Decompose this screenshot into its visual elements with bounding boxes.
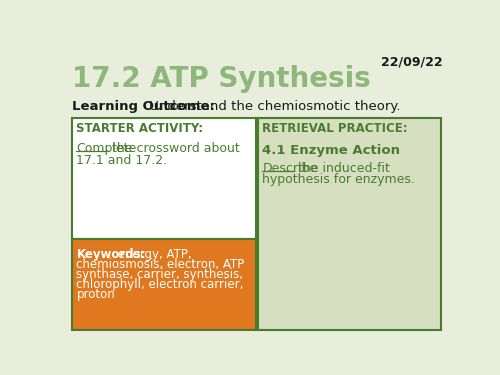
Text: Describe: Describe bbox=[262, 162, 318, 175]
Text: 17.1 and 17.2.: 17.1 and 17.2. bbox=[76, 154, 168, 167]
Text: the induced-fit: the induced-fit bbox=[294, 162, 390, 175]
Text: the crossword about: the crossword about bbox=[108, 142, 240, 156]
Text: Learning Outcome:: Learning Outcome: bbox=[72, 100, 215, 113]
Text: energy, ATP,: energy, ATP, bbox=[114, 248, 192, 261]
Bar bbox=[258, 118, 440, 330]
Text: Complete: Complete bbox=[76, 142, 136, 156]
Text: Understand the chemiosmotic theory.: Understand the chemiosmotic theory. bbox=[144, 100, 400, 113]
Text: STARTER ACTIVITY:: STARTER ACTIVITY: bbox=[76, 122, 204, 135]
Text: 17.2 ATP Synthesis: 17.2 ATP Synthesis bbox=[72, 65, 370, 93]
Bar bbox=[72, 118, 256, 239]
Text: proton: proton bbox=[76, 288, 115, 301]
Bar bbox=[72, 239, 256, 330]
Text: 4.1 Enzyme Action: 4.1 Enzyme Action bbox=[262, 144, 400, 157]
Text: RETRIEVAL PRACTICE:: RETRIEVAL PRACTICE: bbox=[262, 122, 408, 135]
Text: chemiosmosis, electron, ATP: chemiosmosis, electron, ATP bbox=[76, 258, 244, 271]
Text: 22/09/22: 22/09/22 bbox=[380, 56, 442, 69]
Text: synthase, carrier, synthesis,: synthase, carrier, synthesis, bbox=[76, 268, 243, 281]
Text: chlorophyll, electron carrier,: chlorophyll, electron carrier, bbox=[76, 278, 244, 291]
Text: Keywords:: Keywords: bbox=[76, 248, 146, 261]
Text: hypothesis for enzymes.: hypothesis for enzymes. bbox=[262, 173, 416, 186]
